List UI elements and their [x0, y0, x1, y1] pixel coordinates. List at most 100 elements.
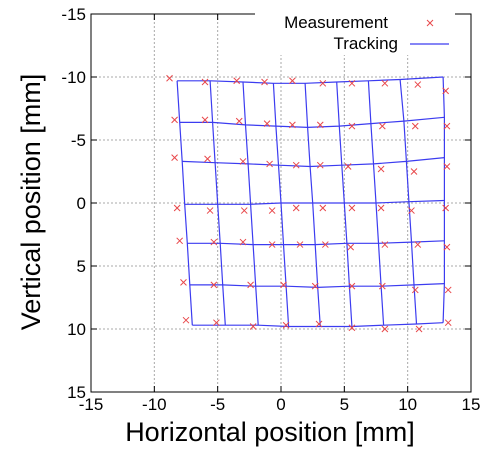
measurement-point — [316, 121, 324, 129]
measurement-point — [289, 121, 296, 129]
x-tick-label: -10 — [142, 395, 167, 414]
x-tick-labels: -15 -10 -5 0 5 10 15 — [79, 395, 481, 414]
x-axis-label: Horizontal position [mm] — [125, 417, 415, 447]
y-tick-labels: -15 -10 -5 0 5 10 15 — [61, 5, 86, 402]
legend: Measurement Tracking — [255, 9, 455, 55]
measurement-point — [289, 77, 296, 85]
measurement-point — [408, 207, 415, 214]
x-tick-label: 10 — [398, 395, 417, 414]
measurement-point — [171, 154, 178, 161]
measurement-point — [443, 163, 451, 170]
measurement-point — [235, 117, 243, 125]
measurement-point — [381, 325, 389, 333]
measurement-point — [204, 155, 211, 163]
measurement-point — [263, 120, 271, 127]
measurement-point — [321, 241, 329, 248]
measurement-point — [319, 204, 327, 212]
x-tick-label: -15 — [79, 395, 104, 414]
legend-background — [255, 9, 455, 55]
measurement-point — [266, 160, 273, 168]
measurement-point — [348, 79, 356, 87]
measurement-point — [443, 243, 451, 251]
tracking-series — [176, 76, 445, 328]
tracking-column-line — [367, 80, 385, 326]
tracking-column-line — [442, 76, 445, 323]
measurement-point — [176, 237, 184, 245]
legend-label-tracking: Tracking — [333, 34, 398, 53]
y-tick-label: -15 — [61, 5, 86, 24]
y-tick-label: 10 — [67, 320, 86, 339]
measurement-point — [315, 320, 323, 328]
y-tick-label: -10 — [61, 68, 86, 87]
tracking-column-line — [242, 81, 259, 326]
y-tick-label: 5 — [77, 257, 86, 276]
x-tick-label: 15 — [462, 395, 481, 414]
measurement-point — [292, 204, 300, 212]
measurement-point — [201, 78, 209, 86]
measurement-point — [201, 116, 209, 124]
measurement-point — [261, 78, 268, 86]
x-tick-label: 0 — [276, 395, 285, 414]
y-tick-label: -5 — [71, 131, 86, 150]
measurement-point — [249, 323, 257, 330]
measurement-point — [411, 286, 419, 294]
measurement-point — [173, 204, 181, 212]
measurement-point — [414, 81, 422, 88]
tracking-column-line — [399, 79, 418, 325]
measurement-point — [292, 161, 300, 169]
measurement-point — [268, 241, 276, 248]
measurement-point — [442, 204, 450, 212]
measurement-point — [240, 207, 248, 214]
tracking-column-line — [176, 80, 193, 326]
measurement-point — [444, 286, 452, 294]
measurement-point — [443, 122, 451, 130]
measurement-point — [377, 165, 385, 173]
measurement-point — [415, 325, 423, 333]
tracking-column-line — [209, 80, 226, 326]
measurement-point — [268, 207, 276, 214]
measurement-point — [282, 321, 290, 329]
measurement-point — [444, 319, 452, 327]
measurement-point — [311, 282, 319, 290]
measurement-point — [348, 122, 356, 130]
measurement-point — [344, 163, 352, 170]
measurement-point — [348, 204, 356, 212]
measurement-point — [319, 79, 327, 87]
measurement-point — [377, 204, 385, 212]
measurement-point — [316, 161, 324, 169]
measurement-point — [206, 207, 214, 214]
measurement-point — [381, 241, 389, 248]
measurement-point — [296, 241, 304, 248]
measurement-point — [378, 122, 386, 130]
measurement-point — [347, 243, 355, 251]
tracking-column-line — [336, 81, 353, 327]
tracking-column-line — [304, 83, 321, 327]
measurement-point — [180, 279, 187, 286]
legend-measurement-marker — [426, 19, 434, 27]
measurement-point — [171, 116, 178, 124]
tracking-row-line — [184, 199, 445, 205]
measurement-point — [210, 238, 218, 246]
y-axis-label: Vertical position [mm] — [16, 74, 46, 331]
tracking-row-line — [187, 240, 445, 246]
measurement-point — [213, 319, 220, 327]
y-tick-label: 15 — [67, 383, 86, 402]
measurement-point — [411, 122, 419, 130]
y-tick-label: 0 — [77, 194, 86, 213]
legend-x-marker — [426, 19, 434, 27]
measurement-point — [233, 77, 241, 85]
tracking-row-line — [182, 157, 445, 168]
measurement-point — [414, 241, 422, 248]
x-tick-label: -5 — [210, 395, 225, 414]
tracking-column-line — [272, 83, 290, 327]
measurement-point — [210, 281, 218, 289]
x-tick-label: 5 — [340, 395, 349, 414]
measurement-point — [239, 238, 247, 246]
measurement-series — [166, 74, 452, 333]
measurement-point — [182, 316, 190, 324]
measurement-point — [247, 281, 254, 289]
measurement-point — [280, 281, 287, 289]
measurement-point — [378, 282, 386, 290]
measurement-point — [239, 158, 247, 165]
